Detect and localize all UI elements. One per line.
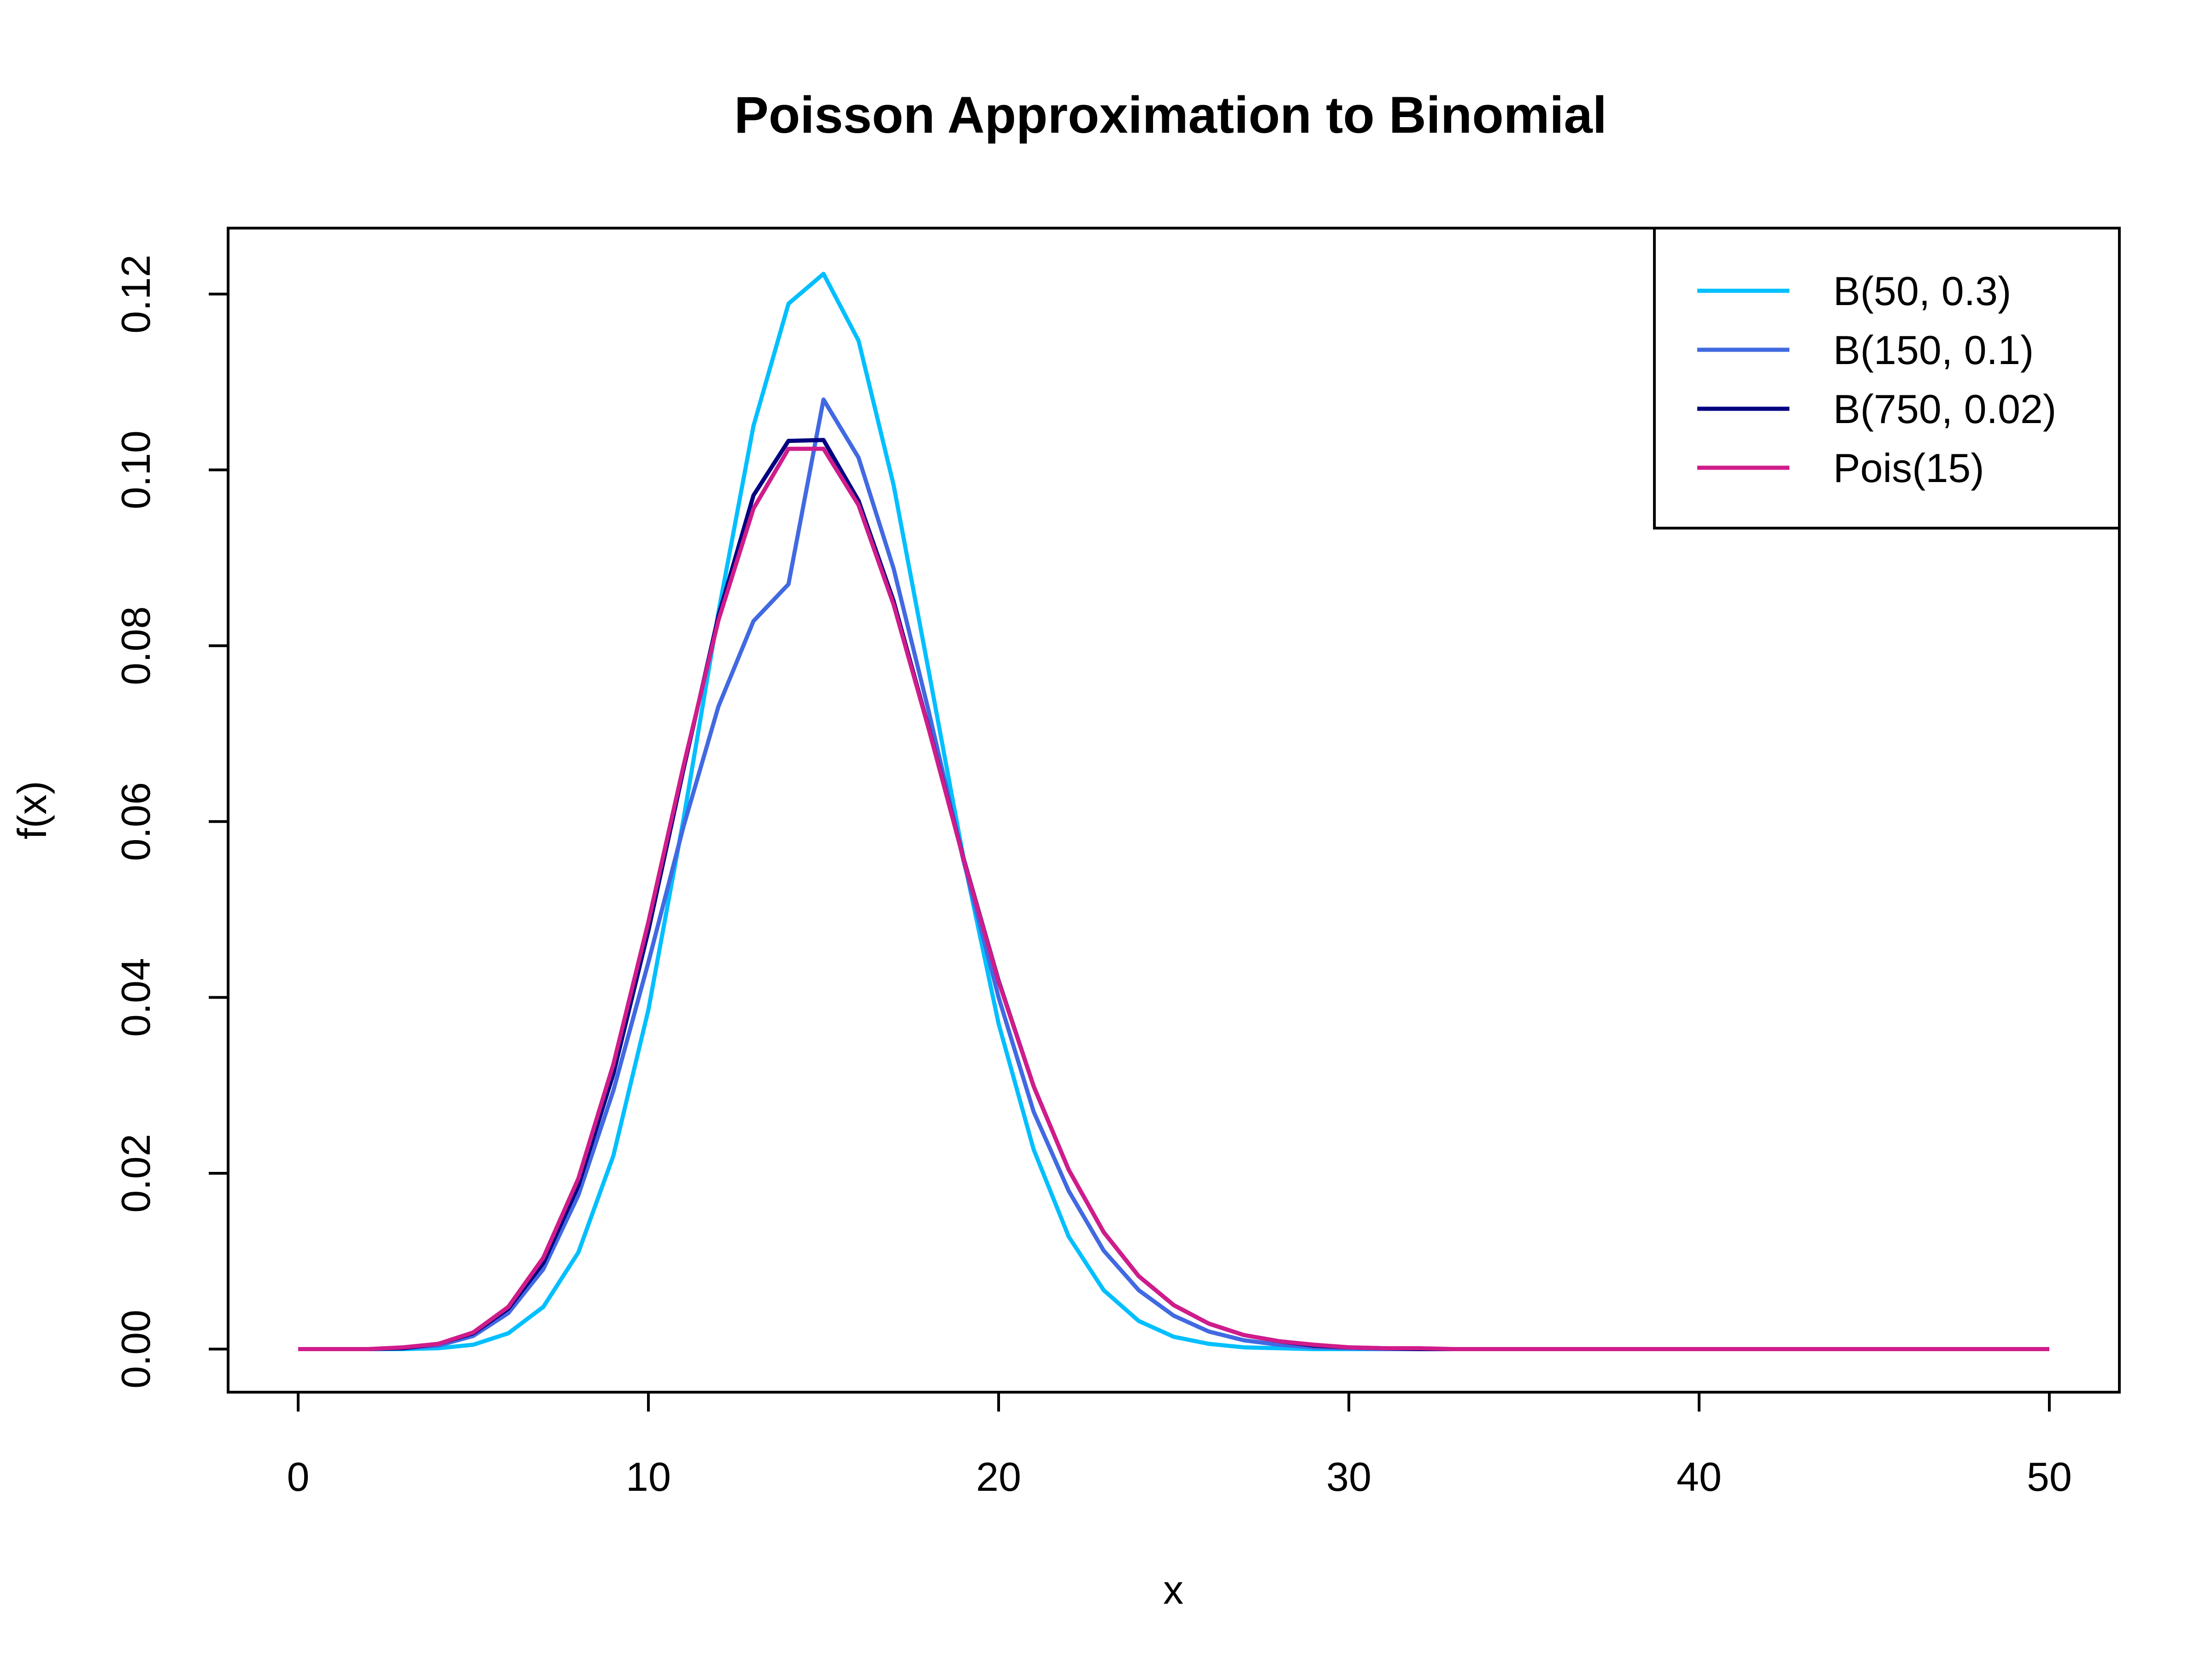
legend-label-0: B(50, 0.3) bbox=[1833, 268, 2011, 314]
legend: B(50, 0.3) B(150, 0.1) B(750, 0.02) Pois(15… bbox=[1653, 227, 2121, 529]
x-tick-label: 0 bbox=[287, 1454, 310, 1500]
x-axis-label: x bbox=[1163, 1567, 1183, 1612]
series-line-1 bbox=[298, 397, 2049, 1351]
x-tick-label: 20 bbox=[976, 1454, 1021, 1500]
y-tick-label: 0.00 bbox=[113, 1310, 159, 1388]
x-axis: 0 10 20 30 40 50 bbox=[287, 1391, 2072, 1500]
chart-title: Poisson Approximation to Binomial bbox=[734, 86, 1607, 144]
y-tick-label: 0.02 bbox=[113, 1134, 159, 1212]
x-tick-label: 30 bbox=[1326, 1454, 1371, 1500]
legend-label-2: B(750, 0.02) bbox=[1833, 386, 2056, 432]
x-tick-label: 40 bbox=[1677, 1454, 1722, 1500]
x-tick-label: 50 bbox=[2027, 1454, 2072, 1500]
y-tick-label: 0.10 bbox=[113, 430, 159, 509]
legend-box bbox=[1653, 227, 2121, 529]
y-axis-label: f(x) bbox=[9, 781, 55, 839]
series-line-2 bbox=[298, 438, 2049, 1351]
legend-label-1: B(150, 0.1) bbox=[1833, 327, 2034, 373]
y-tick-label: 0.06 bbox=[113, 782, 159, 861]
x-tick-label: 10 bbox=[626, 1454, 671, 1500]
y-tick-label: 0.12 bbox=[113, 254, 159, 333]
y-tick-label: 0.04 bbox=[113, 958, 159, 1037]
y-axis: 0.00 0.02 0.04 0.06 0.08 0.10 0.12 bbox=[113, 254, 229, 1388]
legend-label-3: Pois(15) bbox=[1833, 445, 1984, 491]
y-tick-label: 0.08 bbox=[113, 606, 159, 685]
series-line-3 bbox=[298, 447, 2049, 1351]
series-layer bbox=[298, 271, 2049, 1351]
